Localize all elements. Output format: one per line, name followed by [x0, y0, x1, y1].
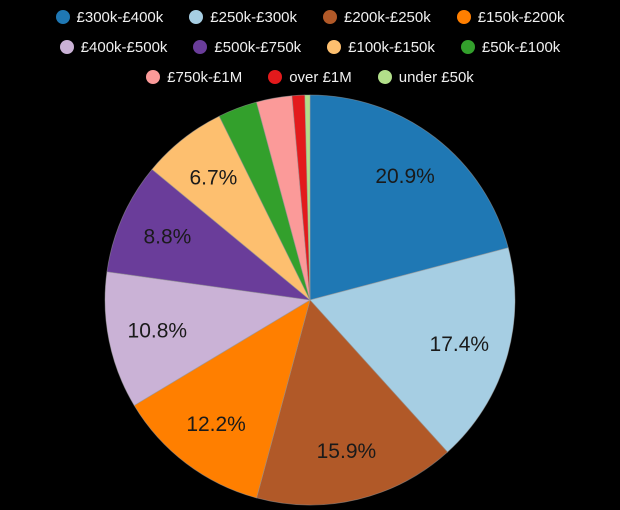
pie-slice-under-50k[interactable]	[304, 94, 311, 301]
pie-slice-200k-250k[interactable]	[256, 299, 448, 506]
legend-swatch	[327, 40, 342, 54]
legend-item-50k-100k[interactable]: £50k-£100k	[460, 38, 561, 56]
legend: £300k-£400k £250k-£300k £200k-£250k £150k-£…	[0, 2, 620, 92]
legend-label: over £1M	[289, 68, 352, 86]
legend-label: £100k-£150k	[348, 38, 435, 56]
legend-label: £50k-£100k	[481, 38, 561, 56]
legend-item-200k-250k[interactable]: £200k-£250k	[323, 10, 431, 25]
legend-row: £750k-£1M over £1M under £50k	[0, 62, 620, 92]
legend-swatch	[146, 70, 161, 84]
legend-swatch	[193, 40, 208, 54]
pie-slice-500k-750k[interactable]	[106, 168, 311, 301]
pie-chart: 20.9%17.4%15.9%12.2%10.8%8.8%6.7%	[104, 94, 516, 506]
legend-swatch	[323, 10, 337, 24]
legend-label: under £50k	[398, 68, 474, 86]
legend-label: £200k-£250k	[344, 8, 431, 26]
legend-label: £150k-£200k	[477, 8, 565, 26]
legend-label: £400k-£500k	[80, 38, 168, 56]
pie-slice-300k-400k[interactable]	[309, 94, 509, 301]
legend-swatch	[59, 40, 74, 54]
legend-item-400k-500k[interactable]: £400k-£500k	[59, 38, 168, 56]
legend-item-150k-200k[interactable]: £150k-£200k	[456, 8, 565, 26]
legend-item-250k-300k[interactable]: £250k-£300k	[189, 10, 297, 25]
legend-row: £300k-£400k £250k-£300k £200k-£250k £150k-£…	[0, 2, 620, 32]
pie-slice-150k-200k[interactable]	[133, 299, 311, 499]
pie-slice-250k-300k[interactable]	[309, 247, 516, 453]
legend-item-over-1m[interactable]: over £1M	[268, 70, 352, 85]
legend-label: £500k-£750k	[214, 38, 302, 56]
legend-swatch	[377, 70, 392, 84]
legend-item-750k-1m[interactable]: £750k-£1M	[146, 70, 242, 85]
legend-swatch	[460, 40, 475, 54]
pie-slice-400k-500k[interactable]	[104, 271, 311, 406]
legend-label: £250k-£300k	[210, 8, 297, 26]
legend-item-500k-750k[interactable]: £500k-£750k	[193, 40, 301, 55]
legend-row: £400k-£500k £500k-£750k £100k-£150k £50k-£1…	[0, 32, 620, 62]
legend-label: £300k-£400k	[76, 8, 164, 26]
legend-swatch	[189, 10, 204, 24]
legend-item-under-50k[interactable]: under £50k	[377, 68, 474, 86]
legend-swatch	[456, 10, 471, 24]
legend-label: £750k-£1M	[167, 68, 243, 86]
legend-item-100k-150k[interactable]: £100k-£150k	[327, 40, 435, 55]
legend-swatch	[268, 70, 283, 84]
legend-item-300k-400k[interactable]: £300k-£400k	[55, 8, 164, 26]
legend-swatch	[55, 10, 70, 24]
